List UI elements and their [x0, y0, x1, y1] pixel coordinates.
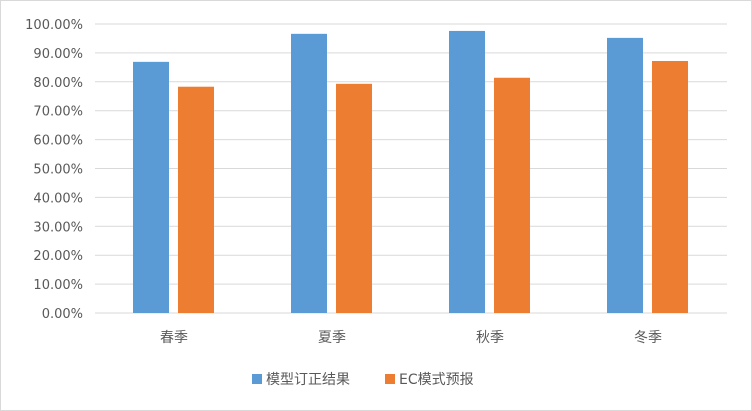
- y-tick-label: 40.00%: [33, 191, 83, 206]
- bar-model-corrected: [133, 61, 169, 313]
- bar-model-corrected: [449, 30, 485, 313]
- bar-model-corrected: [291, 33, 327, 314]
- y-tick-label: 100.00%: [25, 18, 83, 33]
- bar-ec-forecast: [652, 60, 688, 313]
- bar-ec-forecast: [494, 77, 530, 313]
- bar-model-corrected: [607, 37, 643, 313]
- y-tick-label: 0.00%: [42, 307, 83, 322]
- legend-label: 模型订正结果: [266, 372, 350, 388]
- legend-label: EC模式预报: [399, 372, 474, 388]
- y-tick-label: 30.00%: [33, 220, 83, 235]
- y-tick-label: 10.00%: [33, 278, 83, 293]
- legend-swatch: [385, 374, 395, 384]
- y-tick-label: 90.00%: [33, 47, 83, 62]
- y-tick-label: 80.00%: [33, 76, 83, 91]
- y-tick-label: 70.00%: [33, 105, 83, 120]
- x-category-label: 冬季: [634, 330, 662, 346]
- y-tick-label: 50.00%: [33, 163, 83, 178]
- legend-swatch: [252, 374, 262, 384]
- bar-ec-forecast: [178, 86, 214, 313]
- x-category-label: 夏季: [318, 330, 346, 346]
- bar-ec-forecast: [336, 83, 372, 313]
- x-category-label: 春季: [160, 330, 188, 346]
- y-tick-label: 20.00%: [33, 249, 83, 264]
- x-category-label: 秋季: [476, 330, 504, 346]
- y-tick-label: 60.00%: [33, 134, 83, 149]
